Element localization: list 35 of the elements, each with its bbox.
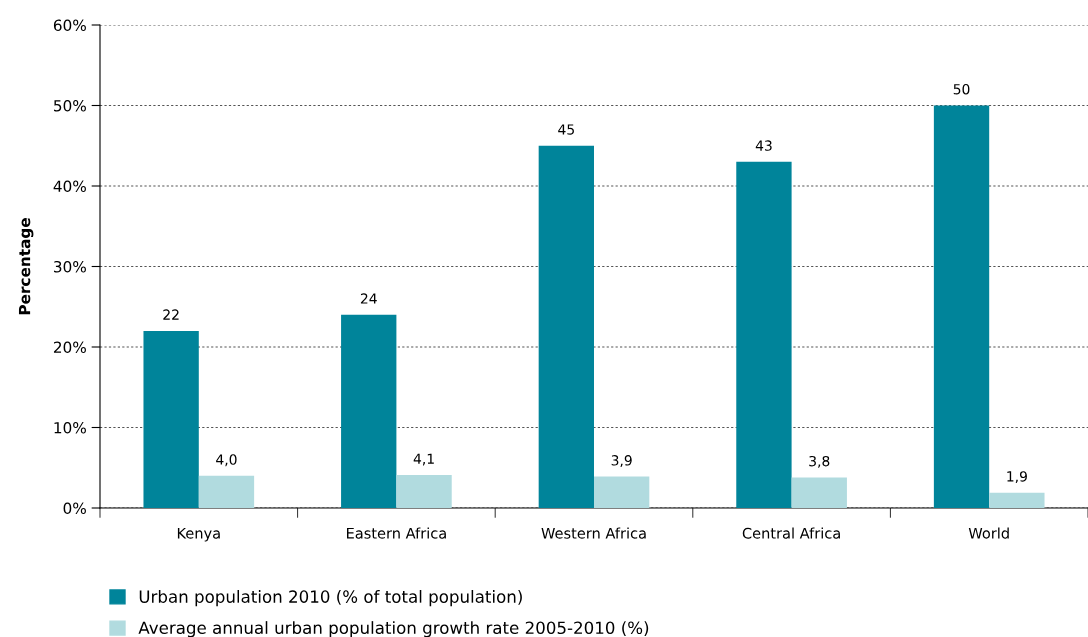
- bar: [791, 477, 847, 508]
- data-label: 3,8: [809, 455, 830, 468]
- data-label: 1,9: [1007, 471, 1027, 484]
- data-label: 4,0: [216, 454, 237, 467]
- y-tick-label: 60%: [53, 19, 86, 32]
- x-tick-label: Kenya: [177, 527, 220, 542]
- data-label: 4,1: [413, 453, 434, 466]
- y-tick-label: 50%: [54, 99, 86, 112]
- legend-label: Urban population 2010 (% of total population): [139, 590, 522, 607]
- bar: [341, 314, 397, 508]
- bar: [143, 330, 199, 508]
- data-label: 24: [360, 293, 377, 304]
- data-label: 22: [163, 309, 179, 320]
- x-tick-label: Western Africa: [541, 527, 646, 539]
- x-tick-label: Central Africa: [742, 527, 840, 539]
- y-tick-label: 10%: [54, 421, 86, 434]
- legend-label: Average annual urban population growth rate 2005-2010 (%): [138, 621, 649, 637]
- bar: [933, 105, 990, 508]
- y-axis-title: Percentage: [18, 218, 34, 315]
- data-label: 3,9: [611, 455, 632, 467]
- y-tick-label: 20%: [53, 341, 86, 354]
- x-tick-label: World: [968, 527, 1009, 539]
- y-tick-label: 0%: [63, 502, 86, 515]
- data-label: 45: [558, 124, 574, 135]
- data-label: 50: [953, 83, 970, 95]
- bar: [198, 475, 255, 508]
- x-tick-label: Eastern Africa: [347, 527, 446, 539]
- data-label: 43: [755, 140, 772, 151]
- y-tick-label: 30%: [54, 260, 86, 273]
- bar: [538, 145, 594, 508]
- bar: [736, 161, 792, 508]
- y-tick-label: 40%: [53, 180, 86, 193]
- bar: [396, 474, 452, 508]
- bar: [594, 476, 650, 508]
- bar: [989, 492, 1045, 508]
